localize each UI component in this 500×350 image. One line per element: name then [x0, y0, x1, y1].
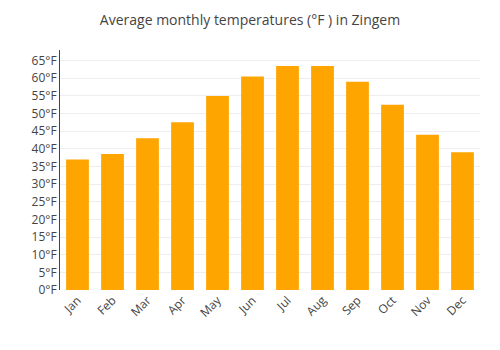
svg-text:30°F: 30°F	[32, 175, 57, 192]
svg-text:Oct: Oct	[374, 292, 400, 318]
svg-text:Jul: Jul	[272, 292, 294, 314]
svg-text:Jun: Jun	[234, 292, 259, 317]
svg-text:Mar: Mar	[127, 292, 155, 320]
svg-text:50°F: 50°F	[32, 105, 57, 122]
svg-text:Dec: Dec	[443, 292, 470, 319]
svg-text:Aug: Aug	[302, 292, 330, 320]
svg-text:10°F: 10°F	[32, 246, 57, 263]
svg-text:Average monthly temperatures (: Average monthly temperatures (°F ) in Zi…	[100, 10, 400, 29]
svg-text:5°F: 5°F	[38, 264, 56, 281]
svg-text:Feb: Feb	[93, 292, 119, 318]
svg-text:Jan: Jan	[60, 292, 85, 317]
svg-text:20°F: 20°F	[32, 211, 57, 228]
svg-text:Apr: Apr	[164, 292, 190, 318]
svg-text:15°F: 15°F	[32, 228, 57, 245]
svg-text:0°F: 0°F	[38, 281, 56, 298]
svg-text:55°F: 55°F	[32, 87, 57, 104]
svg-text:35°F: 35°F	[32, 158, 57, 175]
svg-text:40°F: 40°F	[32, 140, 57, 157]
svg-text:60°F: 60°F	[32, 69, 57, 86]
svg-text:45°F: 45°F	[32, 122, 57, 139]
svg-text:Sep: Sep	[338, 292, 365, 319]
svg-text:25°F: 25°F	[32, 193, 57, 210]
svg-text:65°F: 65°F	[32, 52, 57, 69]
svg-text:May: May	[196, 291, 225, 320]
svg-text:Nov: Nov	[407, 292, 435, 320]
